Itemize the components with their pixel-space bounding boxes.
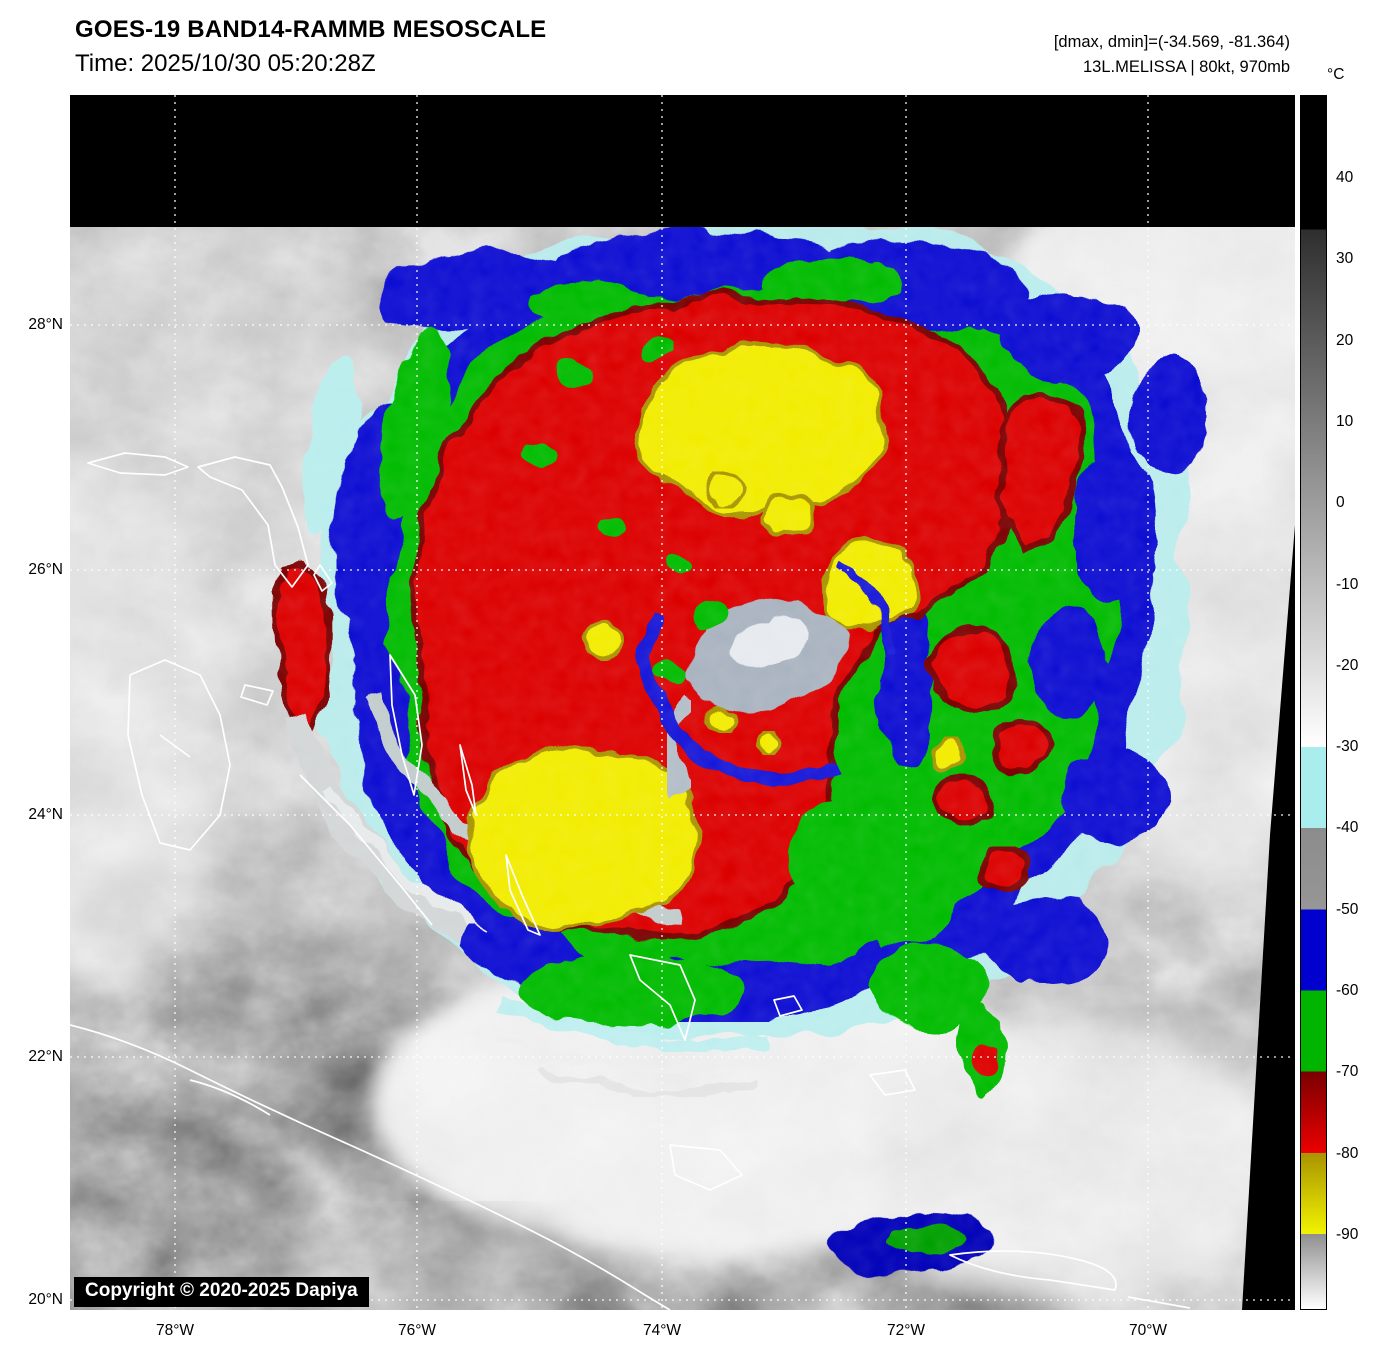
no-data-region xyxy=(70,95,1295,1310)
cb-tick-m30: -30 xyxy=(1336,738,1359,755)
header-left: GOES-19 BAND14-RAMMB MESOSCALE Time: 202… xyxy=(75,16,546,78)
cb-tick-20: 20 xyxy=(1336,332,1354,349)
cb-tick-0: 0 xyxy=(1336,494,1345,511)
lon-label-70w: 70°W xyxy=(1128,1322,1168,1339)
cb-tick-m90: -90 xyxy=(1336,1226,1359,1243)
lat-label-20n: 20°N xyxy=(28,1291,63,1308)
cb-tick-m10: -10 xyxy=(1336,576,1359,593)
coastlines xyxy=(70,452,1191,1310)
cb-tick-m60: -60 xyxy=(1336,982,1359,999)
satellite-map xyxy=(70,95,1295,1310)
cb-tick-10: 10 xyxy=(1336,413,1354,430)
lon-label-74w: 74°W xyxy=(642,1322,682,1339)
lon-label-78w: 78°W xyxy=(155,1322,195,1339)
storm-info: 13L.MELISSA | 80kt, 970mb xyxy=(1083,58,1290,76)
colorbar-unit: °C xyxy=(1327,66,1345,83)
lat-label-26n: 26°N xyxy=(28,561,63,578)
cb-tick-m50: -50 xyxy=(1336,901,1359,918)
lat-label-28n: 28°N xyxy=(28,316,63,333)
copyright-badge: Copyright © 2020-2025 Dapiya xyxy=(74,1277,369,1307)
lat-label-24n: 24°N xyxy=(28,806,63,823)
temperature-colorbar xyxy=(1300,95,1327,1310)
timestamp: Time: 2025/10/30 05:20:28Z xyxy=(75,50,376,77)
lon-label-72w: 72°W xyxy=(886,1322,926,1339)
satellite-imagery xyxy=(70,95,1295,1310)
cb-tick-m70: -70 xyxy=(1336,1063,1359,1080)
cb-tick-30: 30 xyxy=(1336,250,1354,267)
cb-tick-m40: -40 xyxy=(1336,819,1359,836)
cb-tick-40: 40 xyxy=(1336,169,1354,186)
header-right: [dmax, dmin]=(-34.569, -81.364) 13L.MELI… xyxy=(1054,30,1290,80)
cb-tick-m80: -80 xyxy=(1336,1145,1359,1162)
lat-label-22n: 22°N xyxy=(28,1048,63,1065)
lon-label-76w: 76°W xyxy=(397,1322,437,1339)
image-grain xyxy=(70,95,1295,1310)
dmax-dmin-readout: [dmax, dmin]=(-34.569, -81.364) xyxy=(1053,33,1290,51)
page-title: GOES-19 BAND14-RAMMB MESOSCALE xyxy=(75,16,547,43)
cb-tick-m20: -20 xyxy=(1336,657,1359,674)
